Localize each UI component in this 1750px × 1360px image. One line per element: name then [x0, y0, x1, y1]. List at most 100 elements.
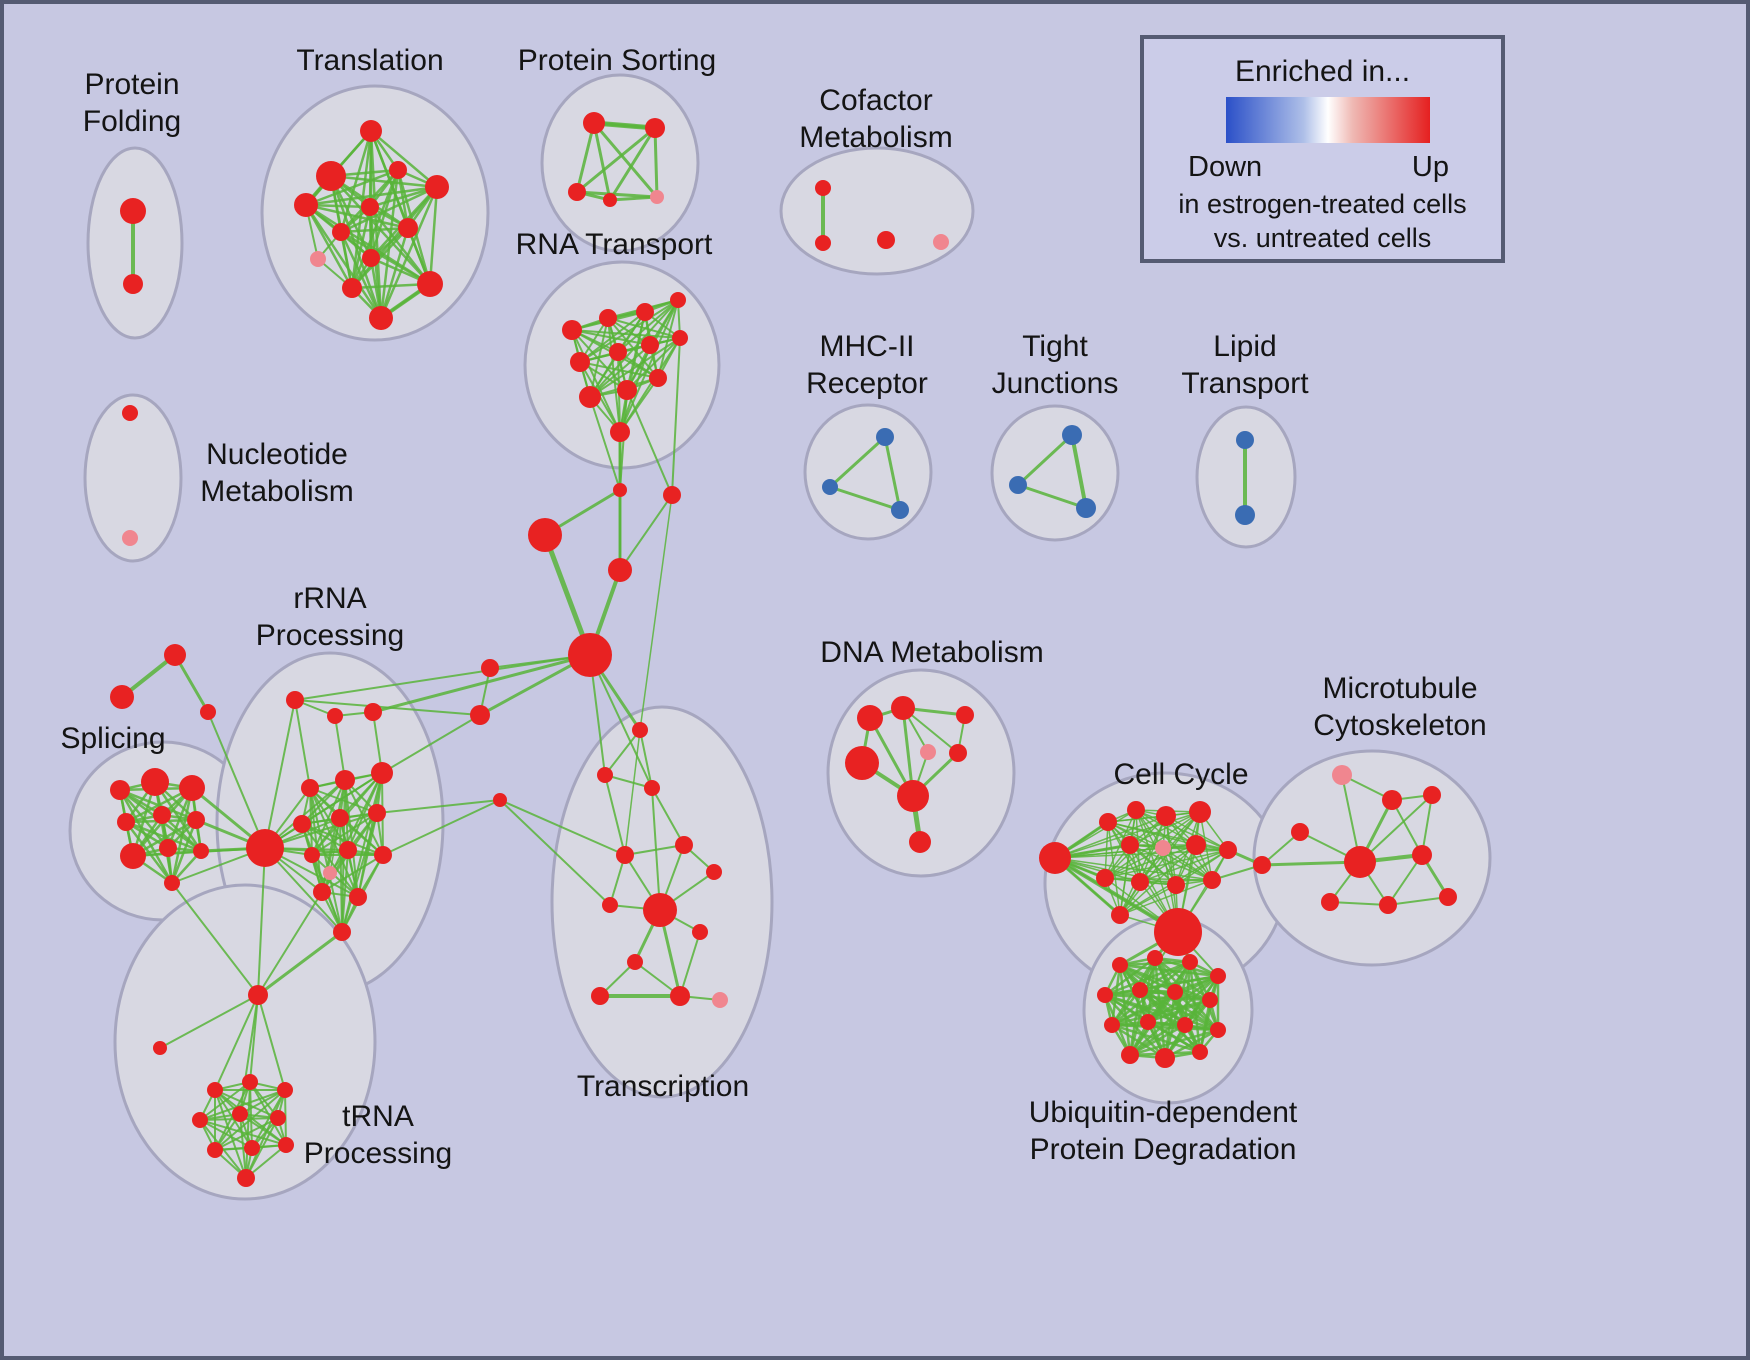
edge	[301, 772, 383, 825]
cluster-ellipse-mhc-ii-receptor	[803, 403, 933, 541]
edge	[1070, 433, 1088, 510]
edge	[619, 494, 673, 571]
node	[608, 558, 632, 582]
node	[493, 793, 507, 807]
node	[232, 1106, 248, 1122]
edge	[382, 799, 501, 856]
node	[470, 705, 490, 725]
node	[609, 343, 627, 361]
edge	[369, 129, 439, 189]
edge	[329, 174, 439, 189]
node	[417, 271, 443, 297]
node	[1210, 1022, 1226, 1038]
edge	[311, 779, 346, 856]
edge	[256, 930, 344, 997]
node	[248, 985, 268, 1005]
node	[1156, 806, 1176, 826]
node	[603, 193, 617, 207]
edge	[341, 849, 349, 933]
node	[1412, 845, 1432, 865]
node	[1096, 869, 1114, 887]
edge	[1138, 960, 1192, 992]
node	[591, 987, 609, 1005]
node	[117, 813, 135, 831]
node	[193, 843, 209, 859]
node	[369, 306, 393, 330]
edge	[214, 1117, 279, 1151]
node	[897, 780, 929, 812]
node	[815, 235, 831, 251]
node	[1379, 896, 1397, 914]
node	[293, 815, 311, 833]
node	[207, 1142, 223, 1158]
node	[301, 779, 319, 797]
edge	[245, 1081, 251, 1179]
node	[339, 841, 357, 859]
edge	[589, 337, 681, 398]
legend-caption-line2: vs. untreated cells	[1213, 223, 1432, 253]
node	[207, 1082, 223, 1098]
node	[570, 352, 590, 372]
edge	[309, 787, 343, 933]
node	[374, 846, 392, 864]
cluster-ellipse-cofactor-metabolism	[779, 146, 975, 276]
node	[1097, 987, 1113, 1003]
node	[313, 883, 331, 901]
edge	[428, 185, 439, 286]
node	[294, 193, 318, 217]
node	[179, 775, 205, 801]
edge	[239, 1113, 287, 1146]
node	[371, 762, 393, 784]
edge	[124, 820, 203, 853]
node	[650, 190, 664, 204]
node	[891, 696, 915, 720]
node	[316, 161, 346, 191]
node	[641, 336, 659, 354]
edge	[1119, 811, 1201, 916]
node	[153, 806, 171, 824]
node	[1140, 1014, 1156, 1030]
node	[599, 309, 617, 327]
edge	[304, 168, 400, 207]
legend-down-label: Down	[1188, 151, 1263, 183]
edge	[592, 121, 659, 199]
node	[360, 120, 382, 142]
edge	[592, 121, 612, 202]
edge	[883, 435, 902, 512]
edge	[1016, 433, 1074, 487]
node	[425, 175, 449, 199]
edge	[1104, 849, 1229, 879]
edge	[1119, 884, 1177, 916]
node	[310, 251, 326, 267]
edge	[159, 994, 259, 1049]
edge	[1387, 854, 1423, 906]
legend-title: Enriched in...	[1234, 55, 1411, 88]
edge	[607, 317, 681, 339]
node	[277, 1082, 293, 1098]
edge	[379, 185, 439, 320]
edge	[1198, 998, 1212, 1054]
node	[362, 249, 380, 267]
edge	[339, 230, 432, 286]
node	[636, 303, 654, 321]
node	[632, 722, 648, 738]
edge	[1119, 815, 1167, 916]
edge	[1129, 811, 1201, 846]
edge	[207, 711, 266, 849]
node	[1121, 836, 1139, 854]
edge	[1104, 847, 1164, 879]
edge	[657, 299, 679, 379]
edge	[334, 715, 346, 781]
edge	[579, 299, 679, 363]
edge	[199, 1081, 251, 1121]
edge	[604, 774, 626, 856]
edge	[1146, 1020, 1202, 1054]
node	[349, 888, 367, 906]
node	[332, 223, 350, 241]
node	[616, 846, 634, 864]
node	[159, 839, 177, 857]
node	[1235, 505, 1255, 525]
edge	[589, 396, 621, 491]
node	[672, 330, 688, 346]
edge	[171, 882, 259, 996]
